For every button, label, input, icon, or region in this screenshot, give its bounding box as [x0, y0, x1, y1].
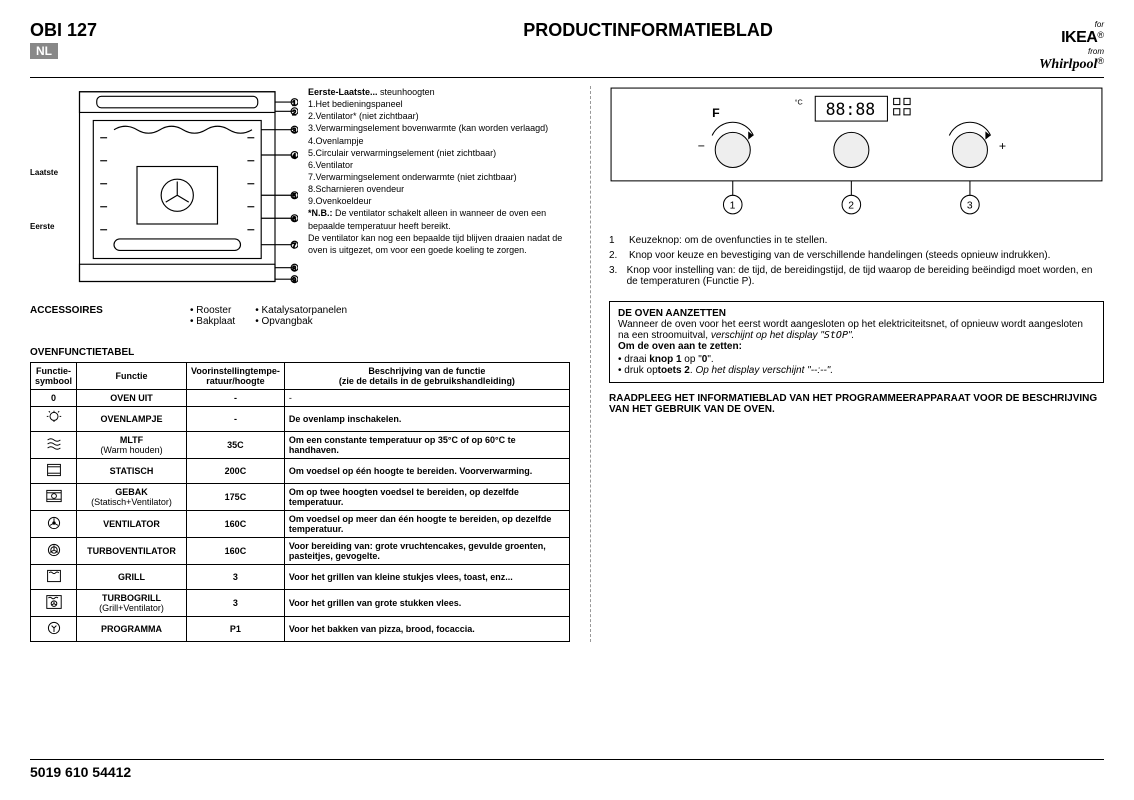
svg-text:7: 7	[292, 243, 296, 250]
accessoires: ACCESSOIRES Rooster Bakplaat Katalysator…	[30, 305, 570, 327]
brands: for IKEA® from Whirlpool®	[1039, 20, 1104, 73]
page-title: PRODUCTINFORMATIEBLAD	[523, 20, 773, 41]
lang-badge: NL	[30, 43, 58, 59]
symbol-icon	[31, 565, 77, 590]
power-on-box: DE OVEN AANZETTEN Wanneer de oven voor h…	[609, 301, 1104, 383]
svg-text:2: 2	[848, 201, 854, 212]
whirlpool-logo: Whirlpool	[1039, 57, 1097, 72]
symbol-icon	[31, 617, 77, 642]
note: RAADPLEEG HET INFORMATIEBLAD VAN HET PRO…	[609, 393, 1104, 415]
control-panel-diagram: 88:88 °C F − + 1 2 3	[609, 86, 1104, 220]
symbol-icon	[31, 590, 77, 617]
symbol-icon	[31, 432, 77, 459]
ikea-logo: IKEA	[1061, 29, 1097, 46]
svg-text:F: F	[712, 106, 720, 120]
svg-text:3: 3	[967, 201, 973, 212]
svg-text:+: +	[999, 139, 1006, 153]
symbol-icon	[31, 484, 77, 511]
function-table: Functie-symbool Functie Voorinstellingte…	[30, 362, 570, 642]
symbol-icon	[31, 511, 77, 538]
symbol-icon	[31, 407, 77, 432]
svg-text:6: 6	[292, 217, 296, 224]
symbol-icon	[31, 459, 77, 484]
header: OBI 127 NL PRODUCTINFORMATIEBLAD for IKE…	[30, 20, 1104, 78]
svg-text:1: 1	[730, 201, 736, 212]
svg-text:°C: °C	[795, 98, 803, 107]
svg-text:5: 5	[292, 194, 296, 201]
svg-text:3: 3	[292, 128, 296, 135]
table-row: STATISCH200COm voedsel op één hoogte te …	[31, 459, 570, 484]
table-row: GEBAK(Statisch+Ventilator)175COm op twee…	[31, 484, 570, 511]
svg-text:8: 8	[292, 266, 296, 273]
table-row: TURBOVENTILATOR160CVoor bereiding van: g…	[31, 538, 570, 565]
svg-text:88:88: 88:88	[826, 100, 876, 119]
table-row: MLTF(Warm houden)35COm een constante tem…	[31, 432, 570, 459]
svg-text:9: 9	[292, 278, 296, 285]
label-laatste: Laatste	[30, 168, 58, 177]
table-row: PROGRAMMAP1Voor het bakken van pizza, br…	[31, 617, 570, 642]
symbol-icon	[31, 538, 77, 565]
oven-diagram: 1 2 3 4 5 6 7 8 9	[68, 86, 298, 293]
svg-text:2: 2	[292, 110, 296, 117]
table-row: VENTILATOR160COm voedsel op meer dan één…	[31, 511, 570, 538]
parts-list: Eerste-Laatste... steunhoogten 1.Het bed…	[308, 86, 570, 293]
label-eerste: Eerste	[30, 222, 58, 231]
symbol-icon: 0	[31, 390, 77, 407]
table-row: GRILL3Voor het grillen van kleine stukje…	[31, 565, 570, 590]
footer-code: 5019 610 54412	[30, 759, 1104, 780]
svg-text:1: 1	[292, 101, 296, 108]
svg-text:−: −	[698, 139, 705, 153]
table-row: 0OVEN UIT--	[31, 390, 570, 407]
svg-text:4: 4	[292, 153, 296, 160]
table-title: OVENFUNCTIETABEL	[30, 347, 570, 358]
knob-legend: 1Keuzeknop: om de ovenfuncties in te ste…	[609, 235, 1104, 287]
table-row: TURBOGRILL(Grill+Ventilator)3Voor het gr…	[31, 590, 570, 617]
table-row: OVENLAMPJE-De ovenlamp inschakelen.	[31, 407, 570, 432]
model-code: OBI 127	[30, 20, 97, 41]
